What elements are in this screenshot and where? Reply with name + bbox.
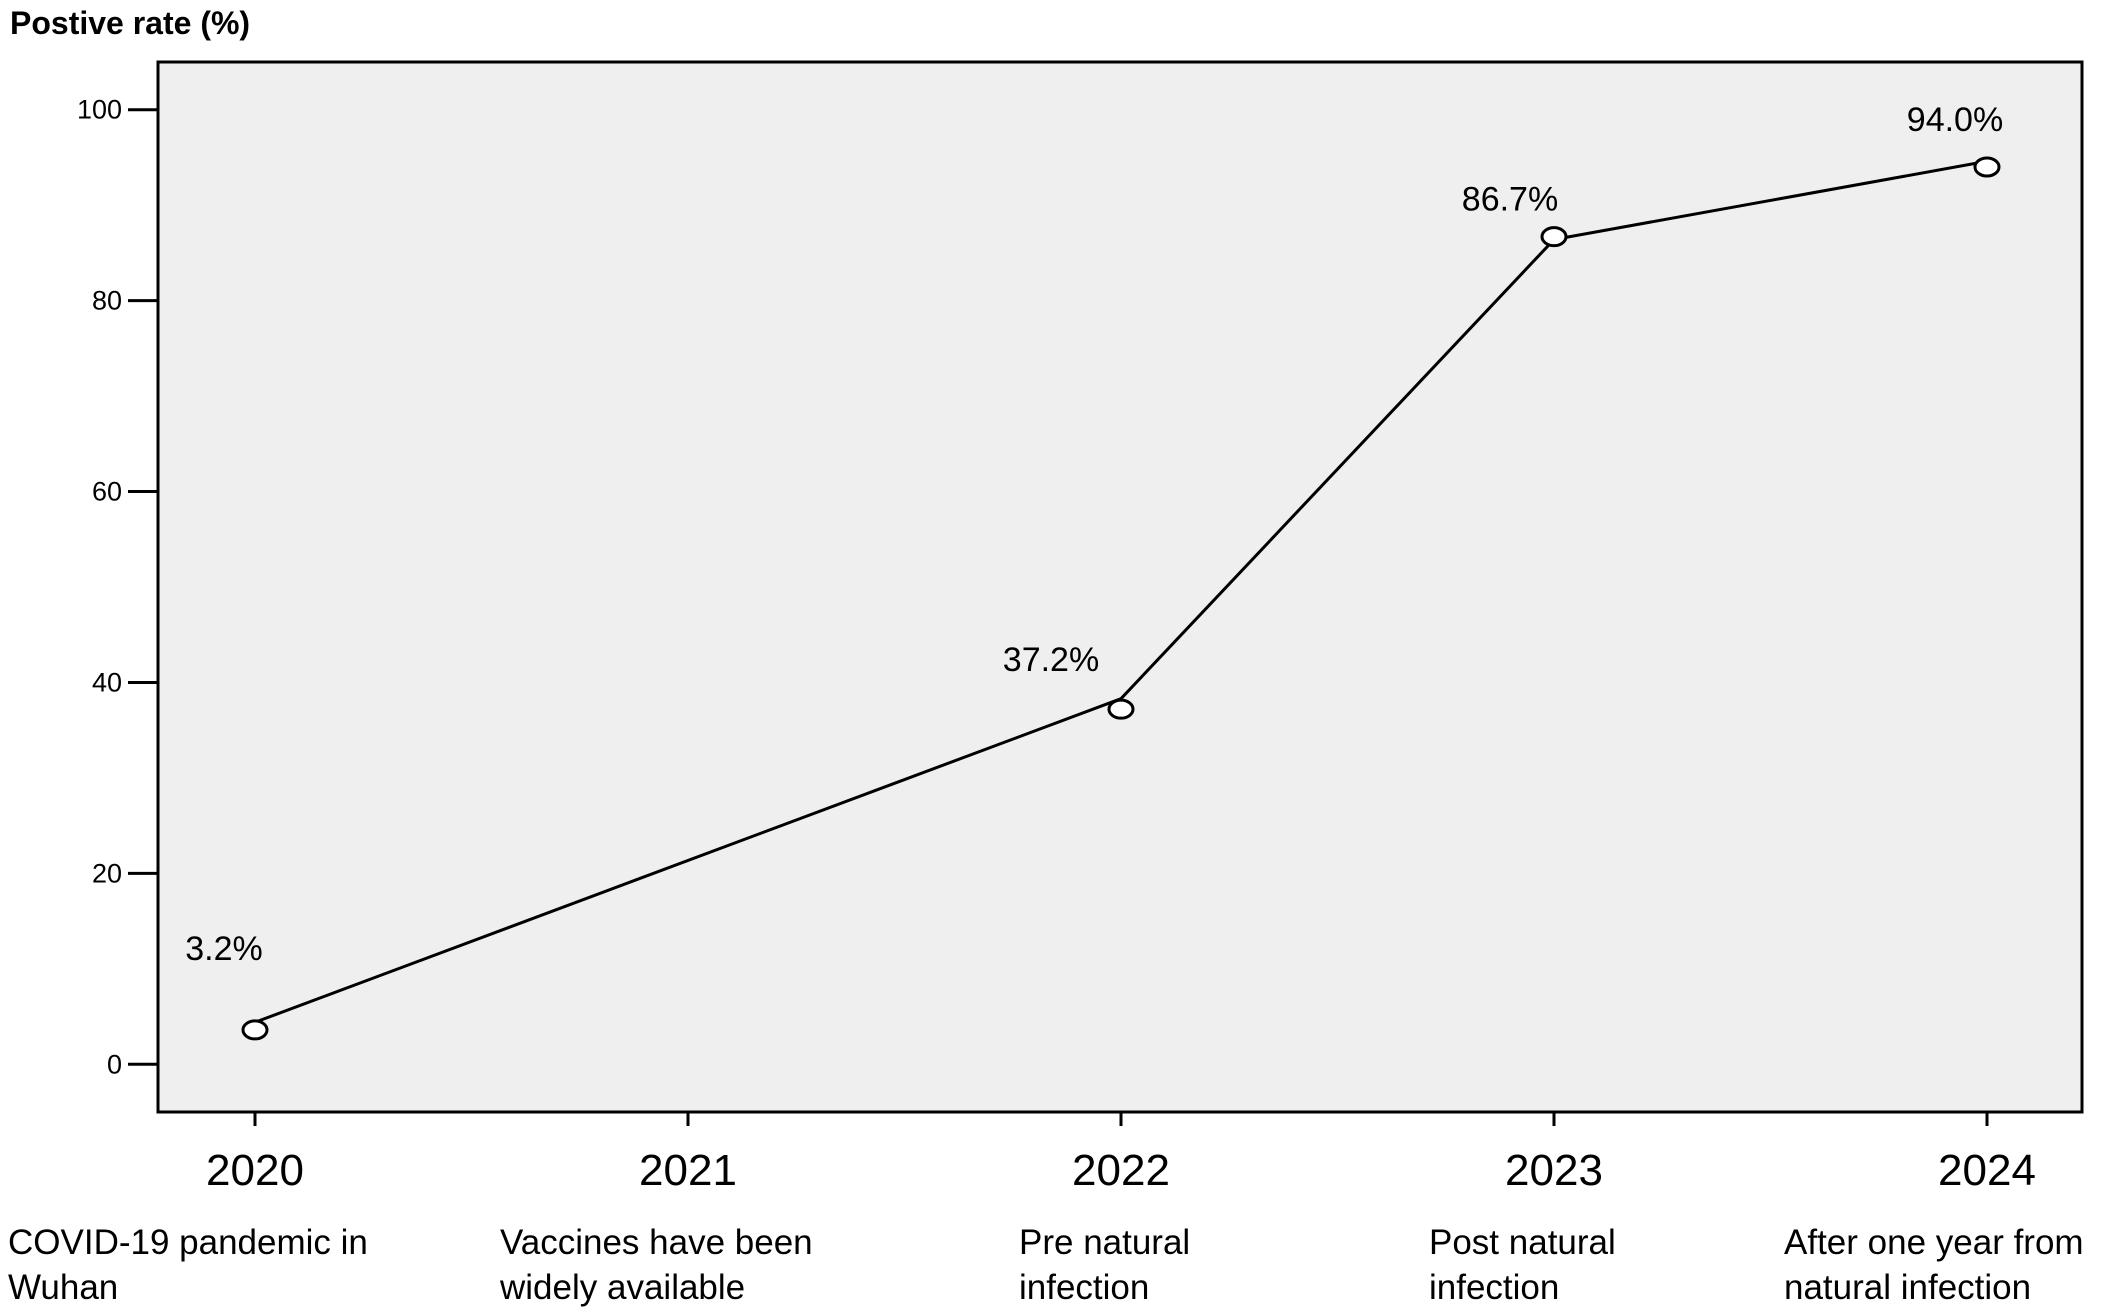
category-description: Pre natural infection xyxy=(1019,1223,1190,1307)
x-tick-label: 2022 xyxy=(1072,1146,1170,1195)
data-label: 3.2% xyxy=(185,930,263,968)
series-line xyxy=(254,159,1988,1024)
x-tick-label: 2023 xyxy=(1505,1146,1603,1195)
category-description-line: After one year from xyxy=(1784,1223,2084,1262)
data-label: 37.2% xyxy=(1003,641,1099,679)
y-axis: 0 20 40 60 80 100 xyxy=(77,95,158,1079)
category-descriptions: COVID-19 pandemic in Wuhan Vaccines have b… xyxy=(8,1223,2084,1307)
category-description-line: Pre natural xyxy=(1019,1223,1190,1262)
y-tick-label: 100 xyxy=(77,95,122,125)
x-axis: 2020 2021 2022 2023 2024 xyxy=(206,1112,2036,1195)
plot-area xyxy=(156,60,2084,1114)
data-label: 86.7% xyxy=(1462,181,1558,219)
category-description-line: infection xyxy=(1019,1268,1149,1307)
data-label: 94.0% xyxy=(1907,101,2003,139)
x-tick-label: 2021 xyxy=(639,1146,737,1195)
category-description-line: infection xyxy=(1429,1268,1559,1307)
data-labels: 3.2% 37.2% 86.7% 94.0% xyxy=(185,101,2003,968)
category-description: Vaccines have been widely available xyxy=(499,1223,813,1307)
data-point-marker xyxy=(1973,156,2001,178)
y-tick-label: 0 xyxy=(107,1049,122,1079)
x-tick-label: 2020 xyxy=(206,1146,304,1195)
category-description: After one year from natural infection xyxy=(1784,1223,2084,1307)
y-axis-title: Postive rate (%) xyxy=(10,5,250,41)
y-tick-label: 80 xyxy=(92,286,122,316)
series xyxy=(241,156,2001,1041)
category-description-line: COVID-19 pandemic in xyxy=(8,1223,368,1262)
category-description-line: Wuhan xyxy=(8,1268,118,1307)
y-tick-label: 40 xyxy=(92,667,122,697)
data-point-marker xyxy=(1540,226,1568,248)
category-description: Post natural infection xyxy=(1429,1223,1616,1307)
category-description-line: natural infection xyxy=(1784,1268,2031,1307)
category-description-line: Post natural xyxy=(1429,1223,1616,1262)
category-description: COVID-19 pandemic in Wuhan xyxy=(8,1223,368,1307)
data-point-marker xyxy=(241,1019,269,1041)
y-tick-label: 20 xyxy=(92,858,122,888)
x-tick-label: 2024 xyxy=(1938,1146,2036,1195)
y-tick-label: 60 xyxy=(92,477,122,507)
category-description-line: Vaccines have been xyxy=(500,1223,813,1262)
category-description-line: widely available xyxy=(499,1268,745,1307)
data-point-marker xyxy=(1107,698,1135,720)
